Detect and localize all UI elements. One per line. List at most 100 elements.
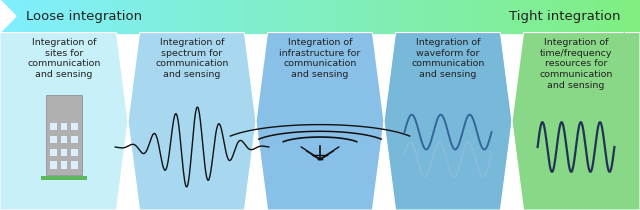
FancyBboxPatch shape <box>51 161 57 169</box>
Bar <box>408 0 410 33</box>
Bar <box>132 0 134 33</box>
Bar <box>482 0 484 33</box>
Bar <box>96 0 98 33</box>
Bar <box>177 0 179 33</box>
Bar <box>497 0 499 33</box>
Bar <box>102 0 104 33</box>
Bar <box>429 0 431 33</box>
Bar <box>64 0 66 33</box>
Bar <box>367 0 369 33</box>
Bar <box>45 0 47 33</box>
Bar <box>316 0 318 33</box>
Bar <box>632 0 634 33</box>
Bar <box>77 0 79 33</box>
Bar <box>68 0 70 33</box>
Bar <box>335 0 337 33</box>
FancyBboxPatch shape <box>71 161 77 169</box>
Bar <box>557 0 559 33</box>
Bar <box>275 0 277 33</box>
Bar <box>53 0 56 33</box>
Bar <box>34 0 36 33</box>
Bar <box>608 0 610 33</box>
Bar <box>192 0 194 33</box>
Bar <box>431 0 433 33</box>
Bar <box>529 0 531 33</box>
Bar <box>474 0 476 33</box>
Bar <box>326 0 328 33</box>
Bar <box>518 0 520 33</box>
Polygon shape <box>0 0 16 33</box>
Bar <box>435 0 437 33</box>
Bar <box>587 0 589 33</box>
Bar <box>424 0 427 33</box>
Bar <box>454 0 456 33</box>
Bar <box>109 0 111 33</box>
Bar <box>371 0 373 33</box>
Bar <box>171 0 173 33</box>
Bar <box>179 0 181 33</box>
Bar <box>198 0 200 33</box>
Bar <box>83 0 85 33</box>
Bar <box>610 0 612 33</box>
Bar <box>465 0 467 33</box>
Bar <box>250 0 252 33</box>
Bar <box>378 0 380 33</box>
Bar <box>115 0 117 33</box>
Bar <box>241 0 243 33</box>
Bar <box>395 0 397 33</box>
Bar <box>386 0 388 33</box>
FancyBboxPatch shape <box>61 123 67 130</box>
Bar <box>405 0 408 33</box>
Bar <box>40 0 43 33</box>
Bar <box>538 0 540 33</box>
Bar <box>162 0 164 33</box>
Bar <box>90 0 92 33</box>
Bar <box>344 0 346 33</box>
Bar <box>47 0 49 33</box>
Bar <box>173 0 175 33</box>
Bar <box>51 0 53 33</box>
Bar <box>578 0 580 33</box>
Bar <box>621 0 623 33</box>
Bar <box>531 0 533 33</box>
Bar <box>30 0 32 33</box>
Bar <box>111 0 113 33</box>
Bar <box>420 0 422 33</box>
Bar <box>444 0 446 33</box>
Bar <box>536 0 538 33</box>
Bar <box>486 0 488 33</box>
Bar <box>49 0 51 33</box>
Bar <box>299 0 301 33</box>
Bar <box>269 0 271 33</box>
Bar <box>365 0 367 33</box>
Bar <box>216 0 218 33</box>
Bar <box>314 0 316 33</box>
Text: Loose integration: Loose integration <box>26 10 141 23</box>
Bar <box>0 0 2 33</box>
Bar <box>595 0 597 33</box>
Bar <box>245 0 248 33</box>
Bar <box>463 0 465 33</box>
Bar <box>139 0 141 33</box>
Bar <box>397 0 399 33</box>
Bar <box>324 0 326 33</box>
Bar <box>520 0 523 33</box>
Bar <box>19 0 21 33</box>
Bar <box>339 0 341 33</box>
Bar <box>461 0 463 33</box>
Bar <box>303 0 305 33</box>
Bar <box>625 0 627 33</box>
Bar <box>442 0 444 33</box>
Bar <box>301 0 303 33</box>
Bar <box>597 0 600 33</box>
Bar <box>433 0 435 33</box>
Polygon shape <box>0 33 128 210</box>
Text: Integration of
waveform for
communication
and sensing: Integration of waveform for communicatio… <box>412 38 484 79</box>
Bar <box>237 0 239 33</box>
Bar <box>484 0 486 33</box>
Bar <box>437 0 440 33</box>
Bar <box>196 0 198 33</box>
Bar <box>6 0 8 33</box>
Bar <box>292 0 294 33</box>
Bar <box>305 0 307 33</box>
